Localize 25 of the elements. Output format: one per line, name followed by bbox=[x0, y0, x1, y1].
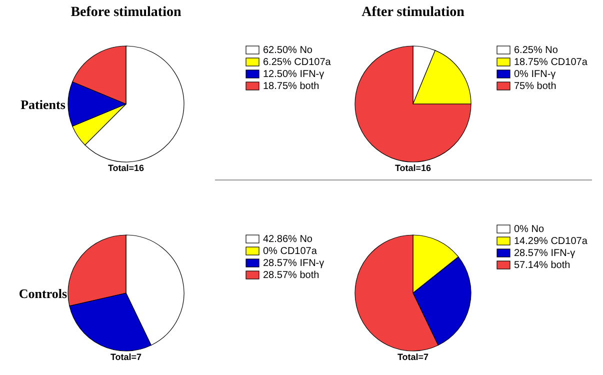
text: Total=16 bbox=[394, 163, 432, 173]
legend-label: 6.25% CD107a bbox=[263, 57, 332, 68]
text: Controls bbox=[18, 286, 68, 301]
legend-label: 14.29% CD107a bbox=[514, 236, 588, 247]
legend-label: 0% No bbox=[514, 224, 544, 235]
legend-label: 75% both bbox=[514, 81, 556, 92]
pie-slice bbox=[354, 46, 472, 162]
legend-label: 0% CD107a bbox=[263, 246, 318, 257]
legend-label: 18.75% both bbox=[263, 81, 320, 92]
chart-title: After stimulation bbox=[362, 5, 465, 20]
legend-label: 12.50% IFN-γ bbox=[263, 69, 324, 80]
legend-label: 28.57% IFN-γ bbox=[514, 248, 576, 259]
text: Total=7 bbox=[397, 352, 429, 362]
text: Total=7 bbox=[110, 352, 142, 362]
text: Total=16 bbox=[108, 163, 144, 173]
legend-label: 18.75% CD107a bbox=[514, 57, 588, 68]
legend-label: 6.25% No bbox=[514, 45, 558, 56]
legend-label: 42.86% No bbox=[263, 234, 313, 245]
legend-label: 62.50% No bbox=[263, 45, 313, 56]
legend-label: 28.57% both bbox=[263, 270, 320, 281]
legend-label: 28.57% IFN-γ bbox=[263, 258, 324, 269]
legend-label: 0% IFN-γ bbox=[514, 69, 556, 80]
chart-title: Before stimulation bbox=[70, 5, 182, 20]
text: Patients bbox=[20, 97, 66, 112]
legend-label: 57.14% both bbox=[514, 260, 570, 271]
